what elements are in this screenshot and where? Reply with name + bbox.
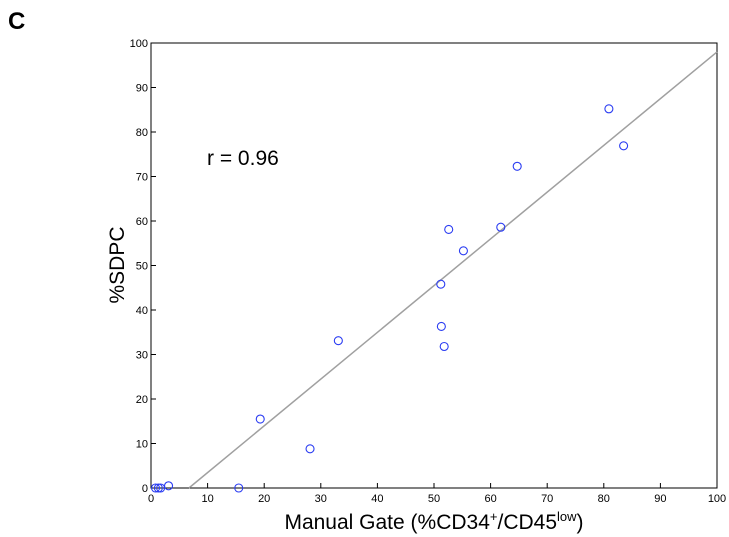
data-point — [163, 481, 174, 491]
y-tick-label: 80 — [136, 127, 148, 139]
x-axis-title: Manual Gate (%CD34+/CD45low) — [284, 509, 583, 534]
x-tick-label: 40 — [371, 493, 383, 505]
y-tick-label: 90 — [136, 83, 148, 95]
x-tick-label: 80 — [598, 493, 610, 505]
data-point — [153, 483, 163, 493]
data-point — [305, 444, 315, 454]
x-tick-label: 100 — [708, 493, 726, 505]
y-tick-label: 30 — [136, 350, 148, 362]
regression-line — [188, 51, 718, 489]
x-tick-label: 70 — [541, 493, 553, 505]
x-tick-label: 30 — [315, 493, 327, 505]
x-tick-label: 50 — [428, 493, 440, 505]
y-tick-label: 20 — [136, 394, 148, 406]
y-tick-label: 100 — [130, 38, 148, 50]
data-point — [436, 321, 446, 332]
x-tick-label: 90 — [654, 493, 666, 505]
data-point — [444, 224, 454, 235]
panel-label: C — [8, 8, 25, 35]
data-point — [234, 483, 244, 493]
x-tick-label: 10 — [201, 493, 213, 505]
x-tick-label: 60 — [484, 493, 496, 505]
data-point — [436, 279, 446, 289]
x-tick-label: 0 — [148, 493, 154, 505]
y-tick-label: 0 — [142, 483, 148, 495]
data-point — [604, 104, 614, 114]
data-points — [150, 104, 629, 493]
data-point — [512, 161, 522, 171]
data-point — [496, 222, 506, 232]
data-point — [439, 341, 449, 352]
correlation-annotation: r = 0.96 — [207, 147, 279, 170]
y-tick-label: 70 — [136, 172, 148, 184]
y-axis-title: %SDPC — [106, 226, 129, 303]
y-tick-label: 40 — [136, 305, 148, 317]
y-axis: 0 10 20 30 40 50 60 70 80 90 100 — [130, 38, 156, 495]
data-point — [458, 246, 468, 256]
data-point — [333, 336, 343, 346]
plot-frame — [150, 42, 718, 489]
y-tick-label: 10 — [136, 439, 148, 451]
x-tick-label: 20 — [258, 493, 270, 505]
data-point — [619, 141, 629, 151]
data-point — [255, 414, 265, 424]
y-tick-label: 60 — [136, 216, 148, 228]
y-tick-label: 50 — [136, 261, 148, 273]
data-point — [150, 483, 161, 493]
x-axis: 0 10 20 30 40 50 60 70 80 90 100 — [148, 483, 726, 505]
